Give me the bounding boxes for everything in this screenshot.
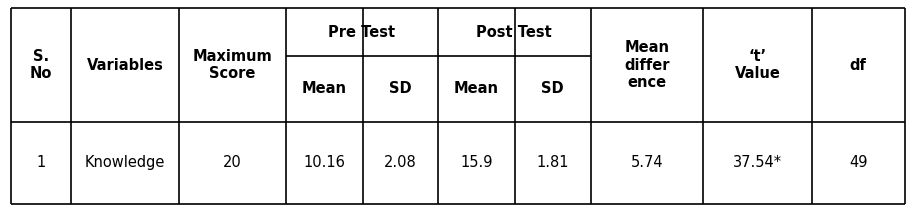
Text: 2.08: 2.08 — [384, 155, 417, 170]
Text: 10.16: 10.16 — [303, 155, 345, 170]
Text: SD: SD — [389, 81, 411, 96]
Text: 20: 20 — [223, 155, 242, 170]
Text: 1.81: 1.81 — [537, 155, 569, 170]
Text: Post Test: Post Test — [476, 25, 552, 40]
Text: SD: SD — [541, 81, 564, 96]
Text: 5.74: 5.74 — [631, 155, 663, 170]
Text: Pre Test: Pre Test — [328, 25, 396, 40]
Text: 49: 49 — [849, 155, 867, 170]
Text: Mean
differ
ence: Mean differ ence — [625, 40, 670, 90]
Text: S.
No: S. No — [30, 49, 52, 81]
Text: Mean: Mean — [301, 81, 347, 96]
Text: Knowledge: Knowledge — [85, 155, 165, 170]
Text: ‘t’
Value: ‘t’ Value — [735, 49, 780, 81]
Text: 37.54*: 37.54* — [733, 155, 782, 170]
Text: 15.9: 15.9 — [460, 155, 493, 170]
Text: 1: 1 — [37, 155, 46, 170]
Text: df: df — [850, 58, 867, 73]
Text: Maximum
Score: Maximum Score — [192, 49, 272, 81]
Text: Variables: Variables — [87, 58, 163, 73]
Text: Mean: Mean — [453, 81, 499, 96]
